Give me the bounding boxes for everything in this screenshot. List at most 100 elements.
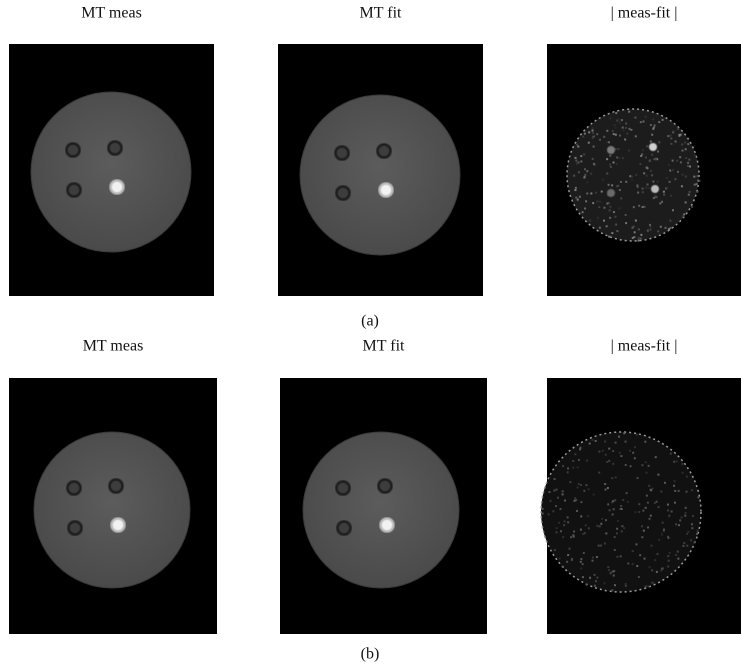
noise-pixel [625, 464, 627, 466]
noise-pixel [582, 533, 584, 535]
noise-pixel [588, 142, 590, 144]
vial-residual [607, 189, 615, 197]
panel-title: | meas-fit | [611, 338, 678, 355]
noise-pixel [680, 161, 682, 163]
noise-pixel [678, 490, 680, 492]
noise-pixel [608, 184, 610, 186]
noise-pixel [593, 146, 595, 148]
noise-pixel [650, 515, 652, 517]
phantom [31, 92, 191, 252]
noise-pixel [611, 477, 613, 479]
vial [379, 480, 392, 493]
noise-pixel [626, 133, 628, 135]
noise-pixel [648, 465, 650, 467]
figure-row: MT measMT fit| meas-fit |(b) [9, 338, 741, 663]
noise-pixel [620, 181, 622, 183]
noise-pixel [542, 513, 544, 515]
noise-pixel [625, 441, 627, 443]
figure: MT measMT fit| meas-fit |(a)MT measMT fi… [0, 0, 741, 667]
noise-pixel [645, 507, 647, 509]
noise-pixel [674, 502, 676, 504]
noise-pixel [680, 517, 682, 519]
noise-pixel [669, 552, 671, 554]
noise-pixel [668, 228, 670, 230]
noise-pixel [616, 532, 618, 534]
noise-pixel [584, 174, 586, 176]
noise-pixel [676, 160, 678, 162]
noise-pixel [609, 164, 611, 166]
noise-pixel [632, 237, 634, 239]
noise-pixel [580, 558, 582, 560]
noise-pixel [600, 545, 602, 547]
noise-pixel [643, 530, 645, 532]
noise-pixel [577, 199, 579, 201]
noise-pixel [608, 448, 610, 450]
noise-pixel [588, 131, 590, 133]
noise-pixel [577, 146, 579, 148]
noise-pixel [681, 143, 683, 145]
noise-pixel [667, 135, 669, 137]
noise-pixel [670, 143, 672, 145]
noise-pixel [595, 580, 597, 582]
noise-pixel [650, 124, 652, 126]
noise-pixel [663, 530, 665, 532]
noise-pixel [667, 565, 669, 567]
noise-pixel [604, 483, 606, 485]
noise-pixel [618, 207, 620, 209]
noise-pixel [575, 159, 577, 161]
noise-pixel [559, 508, 561, 510]
noise-pixel [642, 121, 644, 123]
vial [68, 184, 81, 197]
noise-pixel [596, 200, 598, 202]
noise-pixel [567, 516, 569, 518]
noise-pixel [620, 455, 622, 457]
noise-pixel [610, 166, 612, 168]
noise-pixel [571, 558, 573, 560]
noise-pixel [590, 192, 592, 194]
noise-pixel [583, 490, 585, 492]
noise-pixel [614, 124, 616, 126]
noise-pixel [638, 205, 640, 207]
noise-pixel [658, 506, 660, 508]
noise-pixel [694, 184, 696, 186]
noise-pixel [674, 490, 676, 492]
vial [378, 145, 391, 158]
noise-pixel [638, 240, 640, 242]
noise-pixel [649, 159, 651, 161]
noise-pixel [555, 505, 557, 507]
noise-pixel [572, 467, 574, 469]
noise-pixel [685, 201, 687, 203]
noise-pixel [690, 539, 692, 541]
noise-pixel [592, 557, 594, 559]
noise-pixel [608, 202, 610, 204]
noise-pixel [630, 465, 632, 467]
noise-pixel [652, 582, 654, 584]
noise-pixel [586, 460, 588, 462]
noise-pixel [637, 192, 639, 194]
noise-pixel [667, 504, 669, 506]
panel: | meas-fit | [541, 338, 741, 634]
noise-pixel [687, 143, 689, 145]
noise-pixel [548, 513, 550, 515]
noise-pixel [590, 173, 592, 175]
noise-pixel [691, 527, 693, 529]
noise-pixel [632, 452, 634, 454]
noise-pixel [582, 563, 584, 565]
noise-pixel [641, 525, 643, 527]
noise-pixel [685, 176, 687, 178]
noise-pixel [612, 130, 614, 132]
noise-pixel [611, 232, 613, 234]
noise-pixel [673, 461, 675, 463]
noise-pixel [653, 158, 655, 160]
noise-pixel [577, 486, 579, 488]
noise-pixel [596, 556, 598, 558]
noise-pixel [663, 191, 665, 193]
noise-pixel [654, 125, 656, 127]
noise-pixel [639, 554, 641, 556]
noise-pixel [663, 194, 665, 196]
noise-pixel [676, 460, 678, 462]
noise-pixel [657, 230, 659, 232]
noise-pixel [608, 236, 610, 238]
noise-pixel [673, 485, 675, 487]
noise-pixel [670, 137, 672, 139]
